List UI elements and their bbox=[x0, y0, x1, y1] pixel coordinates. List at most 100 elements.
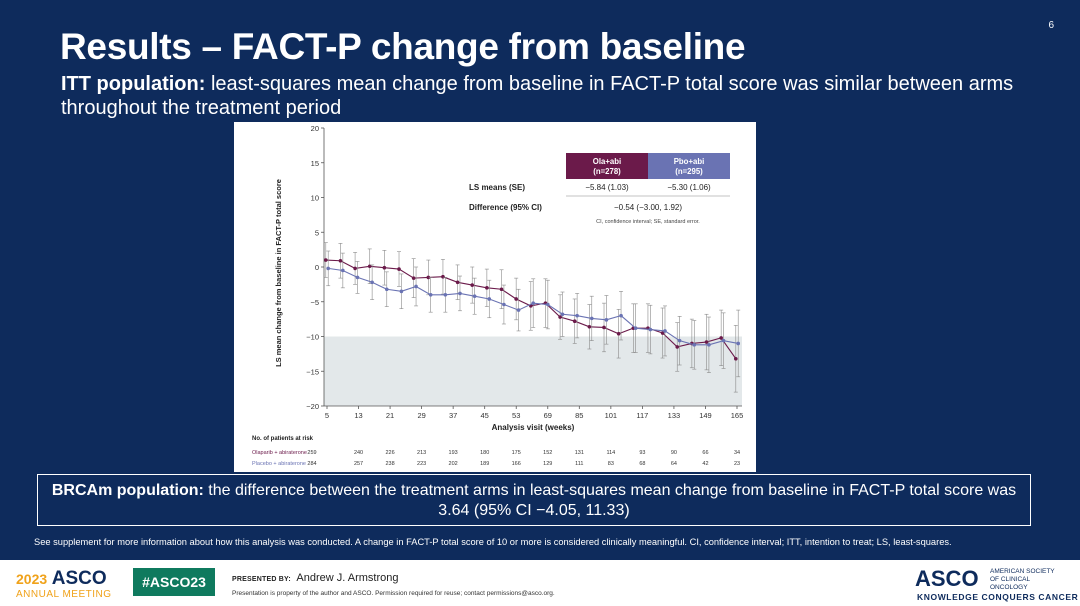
risk-value: 64 bbox=[671, 461, 677, 467]
ola-point bbox=[587, 324, 592, 329]
pbo-point bbox=[428, 293, 433, 297]
pbo-header-text: (n=295) bbox=[675, 167, 703, 176]
risk-value: 259 bbox=[307, 450, 316, 456]
risk-value: 93 bbox=[639, 450, 645, 456]
pbo-point bbox=[355, 275, 360, 280]
brca-bold: BRCAm population: bbox=[51, 482, 204, 499]
pbo-header-cell bbox=[648, 153, 730, 179]
risk-value: 66 bbox=[702, 450, 708, 456]
y-tick-label: 15 bbox=[311, 159, 319, 168]
pbo-point bbox=[531, 301, 535, 305]
pbo-point bbox=[677, 338, 682, 343]
pbo-point bbox=[589, 316, 594, 321]
subtitle-bold: ITT population: bbox=[61, 73, 206, 95]
ola-point bbox=[499, 287, 504, 292]
pbo-point bbox=[414, 284, 418, 289]
y-tick-label: −10 bbox=[306, 333, 319, 342]
ola-point bbox=[338, 258, 343, 263]
risk-value: 23 bbox=[734, 461, 740, 467]
x-tick-label: 101 bbox=[605, 411, 618, 420]
ola-point bbox=[704, 340, 709, 344]
y-axis-label: LS mean change from baseline in FACT-P t… bbox=[274, 179, 283, 367]
pbo-point bbox=[575, 313, 579, 318]
risk-value: 189 bbox=[480, 461, 489, 467]
ola-point bbox=[734, 356, 738, 361]
ola-point bbox=[397, 267, 401, 271]
x-tick-label: 37 bbox=[449, 411, 457, 420]
slide-footnote: See supplement for more information abou… bbox=[34, 537, 952, 547]
meeting-year: 2023 bbox=[16, 571, 48, 587]
pbo-point bbox=[443, 293, 448, 297]
ola-point bbox=[353, 266, 357, 271]
risk-value: 175 bbox=[512, 450, 521, 456]
ola-point bbox=[324, 258, 328, 262]
x-tick-label: 21 bbox=[386, 411, 394, 420]
y-tick-label: 5 bbox=[315, 228, 319, 237]
risk-value: 111 bbox=[575, 461, 583, 467]
risk-value: 213 bbox=[417, 450, 426, 456]
slide-title: Results – FACT-P change from baseline bbox=[60, 26, 746, 67]
risk-value: 34 bbox=[734, 450, 740, 456]
y-tick-label: 10 bbox=[311, 194, 319, 203]
difference-label: Difference (95% CI) bbox=[469, 203, 542, 212]
pbo-point bbox=[516, 308, 521, 312]
pbo-header-text: Pbo+abi bbox=[674, 157, 705, 166]
inset-footnote: CI, confidence interval; SE, standard er… bbox=[596, 219, 700, 225]
ola-point bbox=[470, 283, 475, 287]
ola-header-text: Ola+abi bbox=[593, 157, 621, 166]
brca-summary-box: BRCAm population: the difference between… bbox=[37, 474, 1031, 526]
asco-logo: ASCO bbox=[915, 566, 979, 591]
pbo-point bbox=[633, 326, 638, 330]
risk-value: 131 bbox=[575, 450, 584, 456]
pbo-point bbox=[370, 280, 374, 285]
risk-value: 68 bbox=[639, 461, 645, 467]
pbo-point bbox=[604, 318, 609, 322]
presenter-line: PRESENTED BY: Andrew J. Armstrong bbox=[232, 572, 398, 584]
pbo-point bbox=[707, 343, 711, 347]
meeting-logo: 2023 ASCO bbox=[16, 568, 107, 590]
ola-point bbox=[485, 286, 489, 290]
ola-point bbox=[426, 275, 431, 280]
risk-value: 240 bbox=[354, 450, 363, 456]
risk-value: 90 bbox=[671, 450, 677, 456]
x-tick-label: 149 bbox=[699, 411, 712, 420]
risk-value: 193 bbox=[449, 450, 458, 456]
ola-point bbox=[719, 336, 723, 340]
x-tick-label: 13 bbox=[354, 411, 362, 420]
ola-point bbox=[411, 276, 416, 280]
meeting-name: ANNUAL MEETING bbox=[16, 589, 112, 600]
ola-point bbox=[602, 325, 606, 330]
pbo-point bbox=[458, 291, 462, 296]
slide: 6 Results – FACT-P change from baseline … bbox=[0, 0, 1080, 560]
pbo-point bbox=[560, 312, 565, 317]
slide-subtitle: ITT population: least-squares mean chang… bbox=[61, 72, 1021, 120]
pbo-point bbox=[341, 268, 345, 273]
pbo-point bbox=[326, 266, 330, 271]
ola-point bbox=[675, 345, 680, 349]
pbo-point bbox=[546, 302, 550, 307]
fact-p-chart: 20 15 10 5 0 −5 −10 −15 −20 5 13 21 29 37 45 53 69 85 101 1… bbox=[252, 124, 744, 467]
risk-value: 180 bbox=[480, 450, 489, 456]
ola-point bbox=[441, 274, 445, 279]
x-tick-label: 69 bbox=[544, 411, 552, 420]
asco-org-name: AMERICAN SOCIETY OF CLINICAL ONCOLOGY bbox=[990, 568, 1055, 591]
footer-bar: 2023 ASCO ANNUAL MEETING #ASCO23 PRESENT… bbox=[0, 560, 1080, 606]
y-tick-label: −15 bbox=[306, 367, 319, 376]
y-tick-label: −5 bbox=[310, 298, 319, 307]
pbo-point bbox=[736, 341, 740, 346]
risk-value: 152 bbox=[543, 450, 552, 456]
pbo-point bbox=[721, 338, 726, 343]
risk-table-title: No. of patients at risk bbox=[252, 436, 314, 442]
x-tick-label: 5 bbox=[325, 411, 329, 420]
pbo-point bbox=[692, 343, 697, 347]
ola-header-cell bbox=[566, 153, 648, 179]
permission-notice: Presentation is property of the author a… bbox=[232, 590, 555, 597]
risk-value: 238 bbox=[385, 461, 394, 467]
x-tick-label: 117 bbox=[636, 411, 648, 420]
ola-point bbox=[572, 319, 577, 324]
ola-point bbox=[616, 331, 621, 336]
ola-point bbox=[382, 265, 387, 270]
x-tick-label: 165 bbox=[731, 411, 744, 420]
risk-value: 114 bbox=[606, 450, 615, 456]
ola-point bbox=[660, 331, 665, 335]
